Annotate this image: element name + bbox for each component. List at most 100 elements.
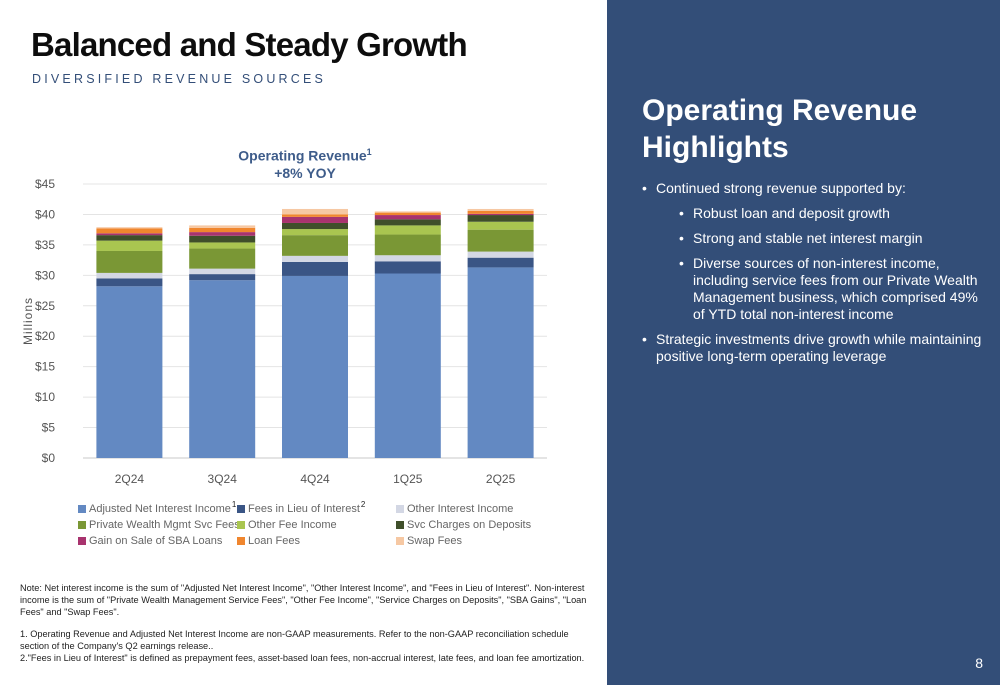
chart-title: Operating Revenue — [238, 147, 367, 164]
chart-title-footnote-marker: 1 — [366, 147, 372, 157]
legend-swatch — [396, 505, 404, 513]
slide-subtitle: DIVERSIFIED REVENUE SOURCES — [32, 72, 327, 86]
sub-bullet-margin: Strong and stable net interest margin — [642, 230, 982, 247]
chart-title-block: Operating Revenue1 +8% YOY — [180, 144, 430, 182]
bar-segment — [282, 229, 348, 236]
chart-subtitle: +8% YOY — [274, 164, 336, 181]
note-definitions: Note: Net interest income is the sum of … — [20, 583, 587, 617]
bar-segment — [374, 211, 441, 213]
bar-segment — [96, 228, 163, 234]
y-tick-label: $25 — [35, 299, 55, 313]
bar-segment — [282, 261, 348, 276]
y-tick-label: $5 — [42, 421, 56, 435]
note-non-gaap: 1. Operating Revenue and Adjusted Net In… — [20, 629, 569, 651]
bar-segment — [189, 268, 256, 275]
bar-segment — [96, 286, 163, 458]
bar-segment — [374, 225, 441, 235]
bar-segment — [96, 250, 163, 273]
sub-bullet-loan-deposit: Robust loan and deposit growth — [642, 205, 982, 222]
legend-label: Svc Charges on Deposits — [407, 519, 532, 531]
bar-segment — [189, 227, 256, 233]
y-tick-label: $20 — [35, 329, 55, 343]
legend-item: Other Interest Income — [396, 503, 513, 515]
bar-segment — [282, 275, 348, 458]
y-tick-label: $35 — [35, 238, 55, 252]
y-tick-label: $15 — [35, 360, 55, 374]
bar-segment — [96, 272, 163, 279]
legend-label: Swap Fees — [407, 535, 463, 547]
legend-label: Other Interest Income — [407, 503, 514, 515]
bar-segment — [189, 248, 256, 269]
highlights-panel: Operating Revenue Highlights Continued s… — [607, 0, 1000, 685]
legend-footnote-marker: 2 — [360, 500, 366, 509]
bar-segment — [467, 251, 534, 258]
x-tick-label: 2Q24 — [115, 472, 145, 486]
bullet-revenue-support: Continued strong revenue supported by: — [642, 180, 982, 197]
legend-swatch — [237, 505, 245, 513]
legend-label: Adjusted Net Interest Income — [89, 503, 231, 515]
bar-segment — [282, 208, 348, 215]
bar-segment — [96, 278, 163, 287]
y-tick-label: $40 — [35, 207, 55, 221]
legend-label: Gain on Sale of SBA Loans — [89, 535, 223, 547]
y-tick-label: $30 — [35, 268, 55, 282]
highlights-list: Continued strong revenue supported by: R… — [642, 180, 982, 373]
legend-swatch — [78, 537, 86, 545]
bar-segment — [282, 255, 348, 262]
bar-segment — [374, 273, 441, 458]
legend-label: Private Wealth Mgmt Svc Fees — [89, 519, 240, 531]
bar-segment — [374, 219, 441, 226]
sub-bullet-non-interest-income: Diverse sources of non-interest income, … — [642, 255, 982, 323]
bar-segment — [189, 235, 256, 243]
legend-swatch — [78, 505, 86, 513]
footnotes: Note: Net interest income is the sum of … — [20, 582, 590, 664]
legend-item: Other Fee Income — [237, 519, 337, 531]
revenue-stacked-bar-chart: $0 $5 $10 $15 $20 $25 $30 $35 $40 $45 Millions 2Q24… — [21, 177, 547, 486]
y-tick-label: $0 — [42, 451, 56, 465]
note-fees-in-lieu: 2."Fees in Lieu of Interest" is defined … — [20, 653, 585, 663]
bar-segment — [189, 232, 256, 236]
slide-title: Balanced and Steady Growth — [31, 26, 468, 63]
bar-segment — [467, 215, 534, 222]
y-tick-label: $10 — [35, 390, 55, 404]
legend-item: Loan Fees — [237, 535, 300, 547]
bar-segment — [467, 267, 534, 458]
bar-segment — [374, 234, 441, 256]
bar-segment — [189, 242, 256, 249]
legend-item: Gain on Sale of SBA Loans — [78, 535, 222, 547]
legend-swatch — [237, 521, 245, 529]
legend-item: Fees in Lieu of Interest 2 — [237, 500, 366, 515]
bar-segment — [96, 233, 163, 236]
bar-segment — [374, 261, 441, 274]
legend-footnote-marker: 1 — [231, 500, 237, 509]
bar-segment — [96, 235, 163, 241]
legend-item: Swap Fees — [396, 535, 462, 547]
legend-label: Other Fee Income — [248, 519, 337, 531]
bar-segment — [467, 229, 534, 252]
bar-segment — [96, 240, 163, 251]
bar-segment — [282, 214, 348, 217]
panel-title: Operating Revenue Highlights — [642, 94, 918, 164]
legend-swatch — [78, 521, 86, 529]
bar-segment — [467, 208, 534, 211]
bar-segment — [467, 210, 534, 214]
bar-segment — [467, 221, 534, 230]
bullet-strategic-investments: Strategic investments drive growth while… — [642, 331, 982, 365]
bar-segment — [189, 280, 256, 458]
x-tick-label: 2Q25 — [486, 472, 516, 486]
legend-label: Loan Fees — [248, 535, 300, 547]
bar-segment — [282, 216, 348, 223]
x-tick-label: 3Q24 — [208, 472, 238, 486]
bar-segment — [189, 274, 256, 281]
x-tick-label: 1Q25 — [393, 472, 423, 486]
page-number: 8 — [975, 655, 983, 671]
bar-segment — [374, 215, 441, 220]
legend-swatch — [396, 537, 404, 545]
bar-segment — [96, 227, 163, 229]
x-tick-label: 4Q24 — [300, 472, 330, 486]
bar-segment — [282, 235, 348, 256]
legend-swatch — [396, 521, 404, 529]
legend-item: Private Wealth Mgmt Svc Fees — [78, 519, 240, 531]
y-axis-label: Millions — [21, 297, 35, 345]
legend-swatch — [237, 537, 245, 545]
